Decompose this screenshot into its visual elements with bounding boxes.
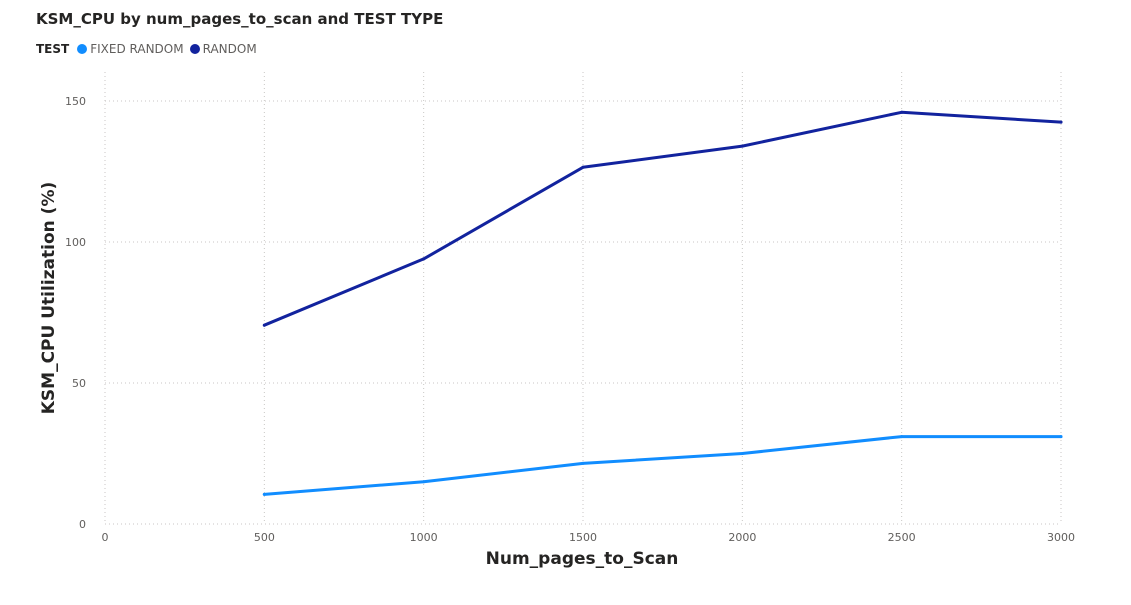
data-point[interactable] (422, 257, 426, 261)
x-tick-label: 2500 (888, 531, 916, 544)
data-point[interactable] (581, 461, 585, 465)
data-point[interactable] (1059, 120, 1063, 124)
legend-item-fixed-random[interactable]: FIXED RANDOM (77, 42, 184, 56)
series-line-random[interactable] (262, 110, 1063, 327)
y-tick-label: 0 (79, 518, 86, 531)
series-lines (262, 110, 1063, 496)
data-point[interactable] (740, 144, 744, 148)
legend-item-random[interactable]: RANDOM (189, 42, 257, 56)
data-point[interactable] (262, 323, 266, 327)
legend-label: FIXED RANDOM (90, 42, 184, 56)
series-line-fixed-random[interactable] (262, 435, 1063, 496)
x-tick-label: 1500 (569, 531, 597, 544)
chart-title: KSM_CPU by num_pages_to_scan and TEST TY… (36, 10, 444, 28)
legend-dot-icon (77, 44, 88, 54)
legend-title: TEST (36, 42, 70, 56)
x-tick-label: 500 (254, 531, 275, 544)
data-point[interactable] (740, 452, 744, 455)
legend-dot-icon (189, 44, 200, 54)
y-tick-label: 50 (72, 377, 86, 390)
data-point[interactable] (581, 165, 585, 169)
y-tick-label: 150 (65, 95, 86, 108)
x-tick-label: 2000 (728, 531, 756, 544)
data-point[interactable] (262, 492, 266, 496)
data-point[interactable] (900, 110, 904, 114)
legend: TEST FIXED RANDOM RANDOM (36, 41, 263, 57)
data-point[interactable] (1059, 435, 1063, 439)
x-tick-label: 0 (102, 531, 109, 544)
x-axis-title: Num_pages_to_Scan (486, 549, 679, 569)
x-tick-label: 3000 (1047, 531, 1075, 544)
y-tick-label: 100 (65, 236, 86, 249)
data-point[interactable] (900, 435, 904, 439)
data-point[interactable] (422, 480, 426, 484)
y-axis-title: KSM_CPU Utilization (%) (39, 182, 59, 415)
x-tick-label: 1000 (410, 531, 438, 544)
grid-lines (104, 72, 1062, 525)
legend-label: RANDOM (202, 42, 257, 56)
